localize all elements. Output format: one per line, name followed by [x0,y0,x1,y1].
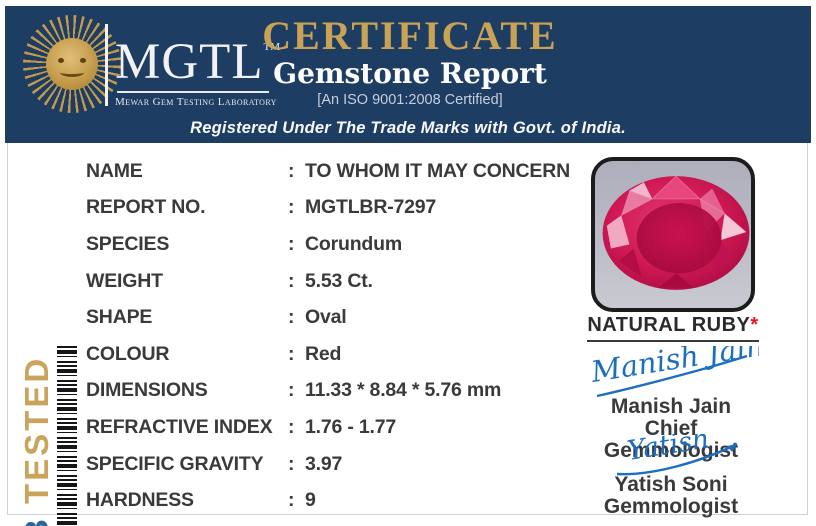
trademark-symbol: TM [263,41,280,53]
signatory-chief-gemmologist: Manish Jain Manish Jain Chief Gemmologis… [575,346,767,462]
field-value: 5.53 Ct. [305,269,373,292]
field-value: 9 [305,489,316,512]
field-value: 11.33 * 8.84 * 5.76 mm [305,379,502,402]
field-value: 3.97 [305,452,343,475]
signatory-title: Chief Gemmologist [603,417,739,462]
tested-word: TESTED [18,355,55,504]
field-value: MGTLBR-7297 [305,196,437,219]
field-separator: : [288,489,295,512]
field-separator: : [288,159,295,182]
signatory-gemmologist: Yatish Yatish Soni Gemmologist [575,434,767,518]
signature-flourish-tip [727,444,737,452]
signature-yatish: Yatish [616,434,738,476]
signature-flourish [616,442,738,476]
lab-tested-vertical-label: LAB TESTED [16,346,58,526]
table-row-colour: COLOUR : Red [86,336,572,373]
ruby-illustration [602,175,750,290]
field-value: Red [305,342,342,365]
sun-face-icon [46,38,98,90]
header-band: MGTLTM Mewar Gem Testing Laboratory CERT… [5,6,811,143]
brand-name: MGTLTM [115,19,280,90]
title-block: CERTIFICATE Gemstone Report [An ISO 9001… [233,14,587,109]
signatory-title: Gemmologist [603,495,739,518]
field-label: SPECIES [86,232,170,255]
brand-subtitle: Mewar Gem Testing Laboratory [115,96,277,108]
signature-text: Manish Jain [588,346,759,389]
brand-block: MGTLTM Mewar Gem Testing Laboratory [115,19,280,108]
table-row-dimensions: DIMENSIONS : 11.33 * 8.84 * 5.76 mm [86,373,572,410]
field-label: SHAPE [86,306,153,329]
table-row-refractive-index: REFRACTIVE INDEX : 1.76 - 1.77 [86,409,572,446]
table-row-weight: WEIGHT : 5.53 Ct. [86,263,572,300]
field-value: Oval [305,306,347,329]
field-label: WEIGHT [86,269,163,292]
field-label: HARDNESS [86,489,194,512]
signatory-name: Manish Jain [610,395,732,418]
field-label: SPECIFIC GRAVITY [86,452,264,475]
table-row-species: SPECIES : Corundum [86,226,572,263]
table-row-report-no: REPORT NO. : MGTLBR-7297 [86,190,572,227]
gem-name: NATURAL RUBY [587,314,751,336]
signatory-name: Yatish Soni [614,473,728,496]
field-value: TO WHOM IT MAY CONCERN [305,159,571,182]
field-label: REFRACTIVE INDEX [86,415,273,438]
gem-attributes-table: NAME : TO WHOM IT MAY CONCERN REPORT NO.… [86,153,572,519]
gemstone-photo [591,157,755,312]
field-value: 1.76 - 1.77 [305,415,397,438]
table-row-specific-gravity: SPECIFIC GRAVITY : 3.97 [86,446,572,483]
field-separator: : [288,452,295,475]
field-label: REPORT NO. [86,196,206,219]
signature-manish-jain: Manish Jain [588,346,759,398]
sun-logo-icon [23,15,121,113]
signature-text: Yatish [625,434,711,467]
field-label: NAME [86,159,143,182]
lab-word: LAB [18,516,55,526]
table-row-hardness: HARDNESS : 9 [86,482,572,519]
gem-caption: NATURAL RUBY* [577,314,769,342]
field-separator: : [288,232,295,255]
brand-text: MGTL [115,34,264,90]
table-row-name: NAME : TO WHOM IT MAY CONCERN [86,153,572,190]
table-row-shape: SHAPE : Oval [86,299,572,336]
report-type: Gemstone Report [273,57,547,90]
sun-mustache [60,68,84,77]
field-separator: : [288,415,295,438]
field-label: COLOUR [86,342,170,365]
certificate-body: LAB TESTED NAME : TO WHOM IT MAY CONCERN… [7,143,808,526]
sun-eye-right [80,58,86,63]
field-separator: : [288,306,295,329]
field-separator: : [288,342,295,365]
field-separator: : [288,269,295,292]
certificate-title: CERTIFICATE [262,13,558,58]
gem-caption-text: NATURAL RUBY* [587,314,759,342]
field-value: Corundum [305,232,402,255]
signature-flourish [596,354,748,398]
asterisk-mark: * [750,314,759,336]
field-separator: : [288,196,295,219]
field-label: DIMENSIONS [86,379,208,402]
sun-eye-left [58,58,64,63]
barcode [57,346,77,526]
registered-trademark-line: Registered Under The Trade Marks with Go… [190,119,626,137]
field-separator: : [288,379,295,402]
iso-certified-line: [An ISO 9001:2008 Certified] [317,92,503,108]
logo-divider [105,24,108,106]
brand-underline [117,91,269,93]
